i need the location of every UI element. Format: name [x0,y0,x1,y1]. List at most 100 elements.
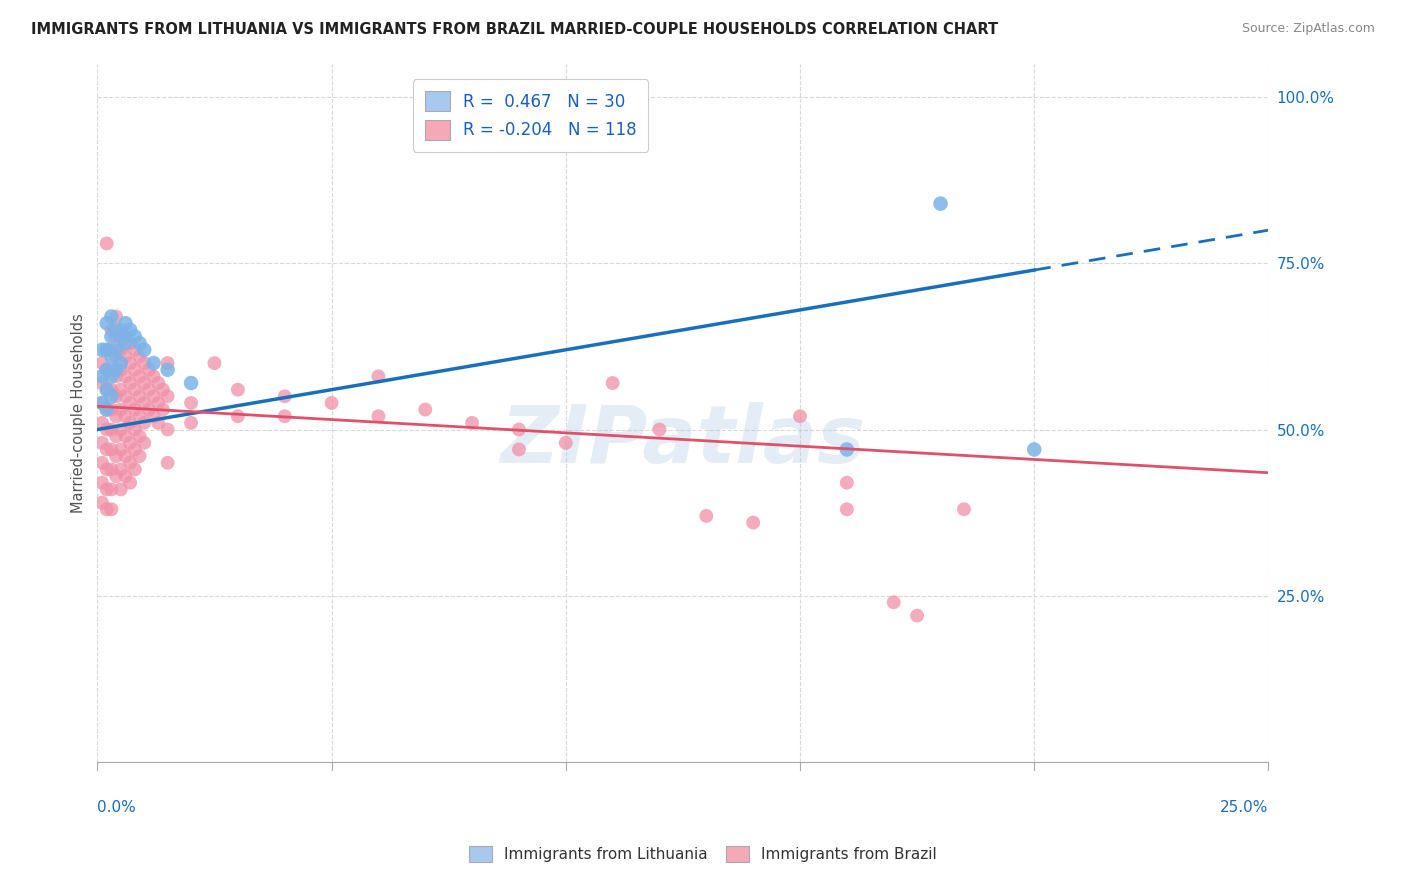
Point [124,402,146,417]
Point [96,462,118,476]
Point [100,423,122,437]
Point [91,495,114,509]
Point [138,362,160,376]
Point [96,236,118,251]
Point [128,429,150,443]
Point [114,389,136,403]
Point [100,323,122,337]
Point [156,423,179,437]
Point [96,402,118,417]
Point [508,442,530,457]
Point [124,329,146,343]
Point [138,402,160,417]
Point [114,336,136,351]
Point [100,402,122,417]
Point [120,456,142,470]
Point [110,483,132,497]
Point [100,329,122,343]
Point [180,416,202,430]
Point [124,362,146,376]
Point [96,383,118,397]
Point [367,409,389,424]
Point [929,196,952,211]
Point [91,343,114,357]
Point [180,376,202,390]
Point [96,343,118,357]
Legend: Immigrants from Lithuania, Immigrants from Brazil: Immigrants from Lithuania, Immigrants fr… [463,839,943,868]
Point [695,508,717,523]
Point [91,475,114,490]
Point [835,442,858,457]
Y-axis label: Married-couple Households: Married-couple Households [72,313,86,513]
Point [124,383,146,397]
Point [156,456,179,470]
Text: 0.0%: 0.0% [97,800,136,815]
Point [100,362,122,376]
Point [134,376,156,390]
Point [602,376,624,390]
Point [110,383,132,397]
Point [226,383,249,397]
Point [96,442,118,457]
Point [461,416,484,430]
Point [152,383,174,397]
Point [156,389,179,403]
Point [883,595,905,609]
Point [105,362,128,376]
Point [114,429,136,443]
Point [156,362,179,376]
Point [138,383,160,397]
Point [91,369,114,384]
Point [100,383,122,397]
Point [96,362,118,376]
Point [120,376,142,390]
Point [100,343,122,357]
Point [120,336,142,351]
Point [124,442,146,457]
Point [114,469,136,483]
Point [100,502,122,516]
Point [128,350,150,364]
Point [96,423,118,437]
Point [100,310,122,324]
Point [96,343,118,357]
Point [128,409,150,424]
Point [110,329,132,343]
Point [148,396,170,410]
Point [742,516,765,530]
Point [91,456,114,470]
Point [91,416,114,430]
Point [274,389,297,403]
Point [124,462,146,476]
Point [110,323,132,337]
Point [105,310,128,324]
Point [905,608,928,623]
Point [105,329,128,343]
Point [142,409,165,424]
Point [124,343,146,357]
Point [835,502,858,516]
Point [114,449,136,463]
Point [105,409,128,424]
Point [114,329,136,343]
Point [114,369,136,384]
Point [134,396,156,410]
Text: IMMIGRANTS FROM LITHUANIA VS IMMIGRANTS FROM BRAZIL MARRIED-COUPLE HOUSEHOLDS CO: IMMIGRANTS FROM LITHUANIA VS IMMIGRANTS … [31,22,998,37]
Point [105,369,128,384]
Point [105,343,128,357]
Point [110,362,132,376]
Point [134,435,156,450]
Point [105,323,128,337]
Point [120,356,142,370]
Point [96,502,118,516]
Point [180,396,202,410]
Text: Source: ZipAtlas.com: Source: ZipAtlas.com [1241,22,1375,36]
Point [110,343,132,357]
Point [96,362,118,376]
Point [120,435,142,450]
Point [274,409,297,424]
Point [156,356,179,370]
Point [100,389,122,403]
Point [105,429,128,443]
Point [321,396,343,410]
